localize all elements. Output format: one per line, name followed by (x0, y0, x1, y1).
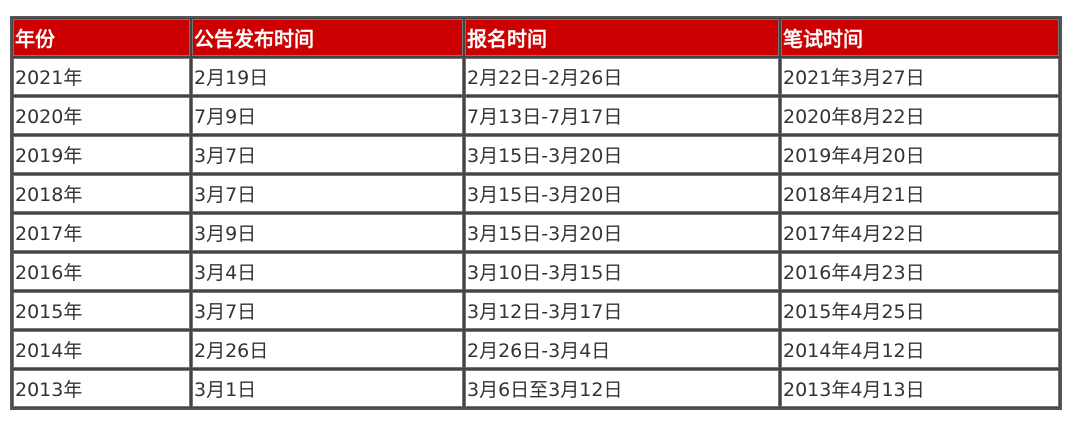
header-year: 年份 (12, 18, 191, 57)
cell-exam-date: 2018年4月21日 (780, 174, 1060, 213)
cell-exam-date: 2021年3月27日 (780, 57, 1060, 96)
cell-registration-period: 3月10日-3月15日 (464, 252, 780, 291)
exam-schedule-table: 年份 公告发布时间 报名时间 笔试时间 2021年 2月19日 2月22日-2月26… (10, 16, 1062, 410)
cell-year: 2017年 (12, 213, 191, 252)
cell-year: 2013年 (12, 369, 191, 408)
table-row: 2013年 3月1日 3月6日至3月12日 2013年4月13日 (12, 369, 1060, 408)
table-row: 2014年 2月26日 2月26日-3月4日 2014年4月12日 (12, 330, 1060, 369)
cell-registration-period: 3月15日-3月20日 (464, 135, 780, 174)
cell-exam-date: 2020年8月22日 (780, 96, 1060, 135)
table-row: 2017年 3月9日 3月15日-3月20日 2017年4月22日 (12, 213, 1060, 252)
cell-announcement-date: 3月4日 (191, 252, 464, 291)
cell-registration-period: 3月12日-3月17日 (464, 291, 780, 330)
header-exam-date: 笔试时间 (780, 18, 1060, 57)
cell-exam-date: 2015年4月25日 (780, 291, 1060, 330)
cell-exam-date: 2013年4月13日 (780, 369, 1060, 408)
cell-registration-period: 2月26日-3月4日 (464, 330, 780, 369)
cell-announcement-date: 7月9日 (191, 96, 464, 135)
table-row: 2018年 3月7日 3月15日-3月20日 2018年4月21日 (12, 174, 1060, 213)
cell-announcement-date: 3月7日 (191, 174, 464, 213)
cell-announcement-date: 3月7日 (191, 291, 464, 330)
header-registration-period: 报名时间 (464, 18, 780, 57)
cell-exam-date: 2014年4月12日 (780, 330, 1060, 369)
table-row: 2021年 2月19日 2月22日-2月26日 2021年3月27日 (12, 57, 1060, 96)
table-row: 2016年 3月4日 3月10日-3月15日 2016年4月23日 (12, 252, 1060, 291)
cell-exam-date: 2017年4月22日 (780, 213, 1060, 252)
cell-exam-date: 2019年4月20日 (780, 135, 1060, 174)
cell-registration-period: 3月15日-3月20日 (464, 174, 780, 213)
cell-year: 2018年 (12, 174, 191, 213)
cell-exam-date: 2016年4月23日 (780, 252, 1060, 291)
cell-year: 2015年 (12, 291, 191, 330)
cell-registration-period: 7月13日-7月17日 (464, 96, 780, 135)
header-announcement-date: 公告发布时间 (191, 18, 464, 57)
cell-registration-period: 3月6日至3月12日 (464, 369, 780, 408)
cell-registration-period: 2月22日-2月26日 (464, 57, 780, 96)
cell-registration-period: 3月15日-3月20日 (464, 213, 780, 252)
cell-announcement-date: 2月26日 (191, 330, 464, 369)
cell-announcement-date: 3月1日 (191, 369, 464, 408)
cell-announcement-date: 2月19日 (191, 57, 464, 96)
table-row: 2015年 3月7日 3月12日-3月17日 2015年4月25日 (12, 291, 1060, 330)
cell-year: 2019年 (12, 135, 191, 174)
cell-year: 2020年 (12, 96, 191, 135)
cell-year: 2021年 (12, 57, 191, 96)
cell-announcement-date: 3月7日 (191, 135, 464, 174)
table-row: 2019年 3月7日 3月15日-3月20日 2019年4月20日 (12, 135, 1060, 174)
header-row: 年份 公告发布时间 报名时间 笔试时间 (12, 18, 1060, 57)
cell-year: 2014年 (12, 330, 191, 369)
cell-announcement-date: 3月9日 (191, 213, 464, 252)
cell-year: 2016年 (12, 252, 191, 291)
table-row: 2020年 7月9日 7月13日-7月17日 2020年8月22日 (12, 96, 1060, 135)
